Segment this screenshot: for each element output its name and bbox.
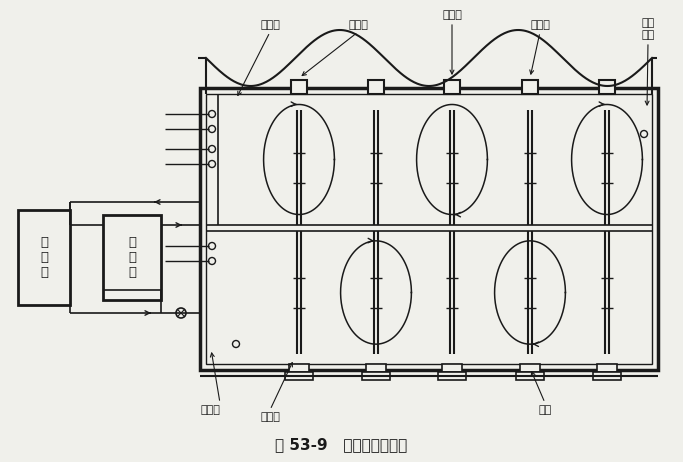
Text: 通气管: 通气管 <box>530 20 550 30</box>
Text: 基础: 基础 <box>538 405 552 415</box>
Text: 制
冷
机: 制 冷 机 <box>128 236 136 279</box>
Bar <box>442 364 462 372</box>
Bar <box>200 88 658 370</box>
Text: 终端槽: 终端槽 <box>260 412 280 422</box>
Bar <box>285 372 313 380</box>
Text: 连通管: 连通管 <box>348 20 368 30</box>
Text: 空
调
机: 空 调 机 <box>40 236 48 279</box>
Bar <box>368 80 384 94</box>
Bar <box>520 364 540 372</box>
Text: 图 53-9   迷宫式蓄冷水槽: 图 53-9 迷宫式蓄冷水槽 <box>275 437 407 452</box>
Bar <box>593 372 621 380</box>
Text: 溢流管: 溢流管 <box>200 405 220 415</box>
Bar <box>597 364 617 372</box>
Text: 进口槽: 进口槽 <box>260 20 280 30</box>
Bar <box>103 215 161 300</box>
Bar <box>444 80 460 94</box>
Bar <box>206 94 652 364</box>
Bar <box>291 80 307 94</box>
Bar <box>599 80 615 94</box>
Bar <box>366 364 386 372</box>
Bar <box>516 372 544 380</box>
Bar <box>438 372 466 380</box>
Bar <box>18 210 70 305</box>
Bar <box>362 372 390 380</box>
Text: 基础梁: 基础梁 <box>442 10 462 20</box>
Bar <box>522 80 538 94</box>
Bar <box>289 364 309 372</box>
Text: 向上
通气: 向上 通气 <box>641 18 654 40</box>
